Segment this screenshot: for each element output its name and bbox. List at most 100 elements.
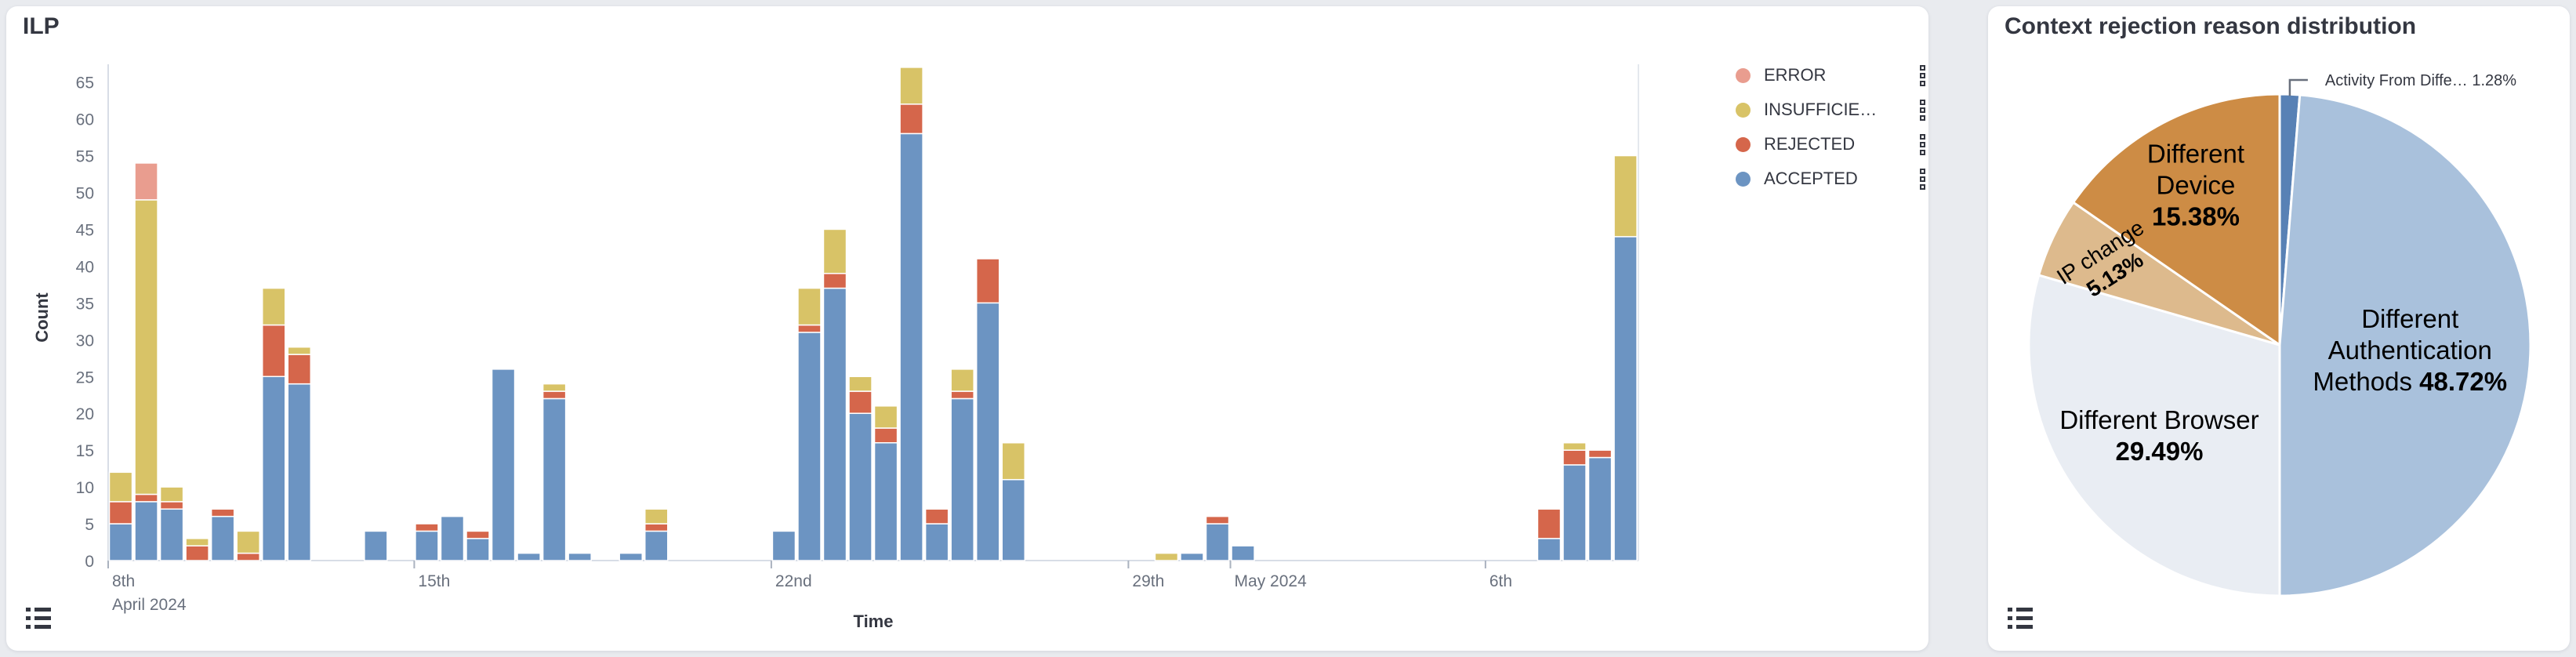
bar-segment-insufficient[interactable]	[950, 368, 974, 392]
bar-segment-insufficient[interactable]	[899, 67, 923, 105]
bar-segment-accepted[interactable]	[822, 287, 847, 561]
bar-segment-rejected[interactable]	[950, 390, 974, 400]
bar-segment-accepted[interactable]	[159, 508, 184, 561]
bar-segment-rejected[interactable]	[975, 258, 1000, 304]
bar-segment-rejected[interactable]	[1537, 508, 1562, 539]
bar-segment-accepted[interactable]	[108, 523, 133, 561]
panel-pie-title: Context rejection reason distribution	[2005, 13, 2417, 39]
legend-item-accepted[interactable]: ACCEPTED	[1728, 162, 1928, 196]
bar-segment-insufficient[interactable]	[134, 199, 158, 495]
bar-segment-insufficient[interactable]	[1154, 552, 1179, 561]
bar-segment-rejected[interactable]	[1562, 449, 1587, 466]
bar-segment-rejected[interactable]	[899, 103, 923, 135]
bar-segment-insufficient[interactable]	[797, 287, 822, 326]
legend-actions-icon[interactable]	[1918, 132, 1927, 157]
bar-segment-rejected[interactable]	[134, 493, 158, 503]
x-tick-sublabel: April 2024	[112, 596, 187, 614]
bar-segment-insufficient[interactable]	[542, 383, 567, 392]
bar-segment-rejected[interactable]	[108, 501, 133, 525]
bar-segment-accepted[interactable]	[771, 530, 796, 561]
bar-segment-insufficient[interactable]	[1613, 154, 1638, 238]
bar-segment-accepted[interactable]	[1587, 456, 1613, 561]
bar-segment-accepted[interactable]	[619, 552, 643, 561]
bar-segment-insufficient[interactable]	[261, 287, 286, 326]
bar-segment-accepted[interactable]	[848, 412, 873, 561]
legend-actions-icon[interactable]	[1918, 167, 1927, 191]
bar-segment-error[interactable]	[134, 162, 158, 201]
bar-segment-accepted[interactable]	[1180, 552, 1204, 561]
bar-segment-insufficient[interactable]	[185, 538, 209, 546]
bar-segment-accepted[interactable]	[415, 530, 439, 561]
bar-segment-insufficient[interactable]	[644, 508, 669, 525]
bar-segment-accepted[interactable]	[899, 132, 923, 561]
bar-segment-accepted[interactable]	[797, 332, 822, 561]
y-tick-label: 10	[76, 479, 94, 497]
bar-segment-rejected[interactable]	[261, 324, 286, 377]
x-tick-label: 6th	[1489, 572, 1512, 590]
bar-segment-rejected[interactable]	[1587, 449, 1613, 459]
bar-segment-rejected[interactable]	[822, 273, 847, 289]
bar-segment-rejected[interactable]	[236, 552, 260, 561]
bar-segment-rejected[interactable]	[542, 390, 567, 400]
bar-segment-rejected[interactable]	[210, 508, 235, 517]
bar-segment-accepted[interactable]	[873, 442, 898, 561]
bar-segment-rejected[interactable]	[466, 530, 490, 539]
bar-segment-accepted[interactable]	[491, 368, 516, 561]
bar-segment-accepted[interactable]	[134, 501, 158, 561]
bar-segment-insufficient[interactable]	[287, 346, 312, 355]
bar-segment-insufficient[interactable]	[236, 530, 260, 554]
bar-segment-accepted[interactable]	[1231, 545, 1255, 561]
bar-segment-accepted[interactable]	[1562, 464, 1587, 561]
bar-segment-accepted[interactable]	[924, 523, 949, 561]
bar-segment-insufficient[interactable]	[822, 228, 847, 274]
ilp-legend: ERROR INSUFFICIE… REJECTED ACCEPTED	[1728, 58, 1928, 196]
bar-segment-rejected[interactable]	[287, 354, 312, 385]
bar-segment-accepted[interactable]	[364, 530, 388, 561]
bar-segment-rejected[interactable]	[159, 501, 184, 510]
bar-segment-accepted[interactable]	[210, 515, 235, 561]
bar-segment-accepted[interactable]	[517, 552, 541, 561]
pie-slice-different-browser[interactable]	[2027, 274, 2281, 597]
bar-segment-accepted[interactable]	[440, 515, 465, 561]
bar-segment-insufficient[interactable]	[108, 471, 133, 503]
bar-segment-rejected[interactable]	[185, 545, 209, 561]
bar-segment-accepted[interactable]	[1205, 523, 1230, 561]
y-tick-label: 65	[76, 74, 94, 93]
bar-segment-rejected[interactable]	[644, 523, 669, 532]
legend-actions-icon[interactable]	[1918, 98, 1927, 122]
y-tick-label: 25	[76, 368, 94, 387]
pie-slice-different-authentication-methods[interactable]	[2278, 93, 2532, 597]
bar-segment-rejected[interactable]	[848, 390, 873, 414]
bar-segment-accepted[interactable]	[542, 397, 567, 561]
bar-segment-rejected[interactable]	[873, 427, 898, 444]
context-rejection-pie-chart: Different Authentication Methods 48.72% Dif…	[2027, 72, 2532, 597]
bar-segment-accepted[interactable]	[1613, 236, 1638, 561]
legend-label: INSUFFICIE…	[1764, 100, 1878, 119]
bar-segment-rejected[interactable]	[797, 324, 822, 333]
bar-segment-rejected[interactable]	[415, 523, 439, 532]
bar-segment-rejected[interactable]	[924, 508, 949, 525]
bar-segment-insufficient[interactable]	[848, 376, 873, 392]
pie-callout-label: Activity From Diffe… 1.28%	[2325, 72, 2516, 89]
legend-toggle-icon[interactable]	[2008, 607, 2033, 630]
bar-segment-accepted[interactable]	[1537, 538, 1562, 561]
legend-item-insufficie[interactable]: INSUFFICIE…	[1728, 93, 1928, 127]
bar-segment-accepted[interactable]	[950, 397, 974, 561]
legend-toggle-icon[interactable]	[26, 607, 51, 630]
bar-segment-rejected[interactable]	[1205, 515, 1230, 525]
bar-segment-accepted[interactable]	[975, 302, 1000, 561]
bar-segment-accepted[interactable]	[261, 376, 286, 561]
bar-segment-insufficient[interactable]	[159, 486, 184, 503]
legend-actions-icon[interactable]	[1918, 64, 1927, 88]
bar-segment-accepted[interactable]	[644, 530, 669, 561]
legend-item-rejected[interactable]: REJECTED	[1728, 127, 1928, 162]
legend-item-error[interactable]: ERROR	[1728, 58, 1928, 93]
pie-slice-different-device[interactable]	[2072, 93, 2281, 347]
bar-segment-insufficient[interactable]	[873, 405, 898, 429]
bar-segment-insufficient[interactable]	[1562, 442, 1587, 451]
bar-segment-accepted[interactable]	[1001, 478, 1026, 561]
bar-segment-insufficient[interactable]	[1001, 442, 1026, 481]
bar-segment-accepted[interactable]	[287, 383, 312, 561]
bar-segment-accepted[interactable]	[568, 552, 592, 561]
bar-segment-accepted[interactable]	[466, 538, 490, 561]
